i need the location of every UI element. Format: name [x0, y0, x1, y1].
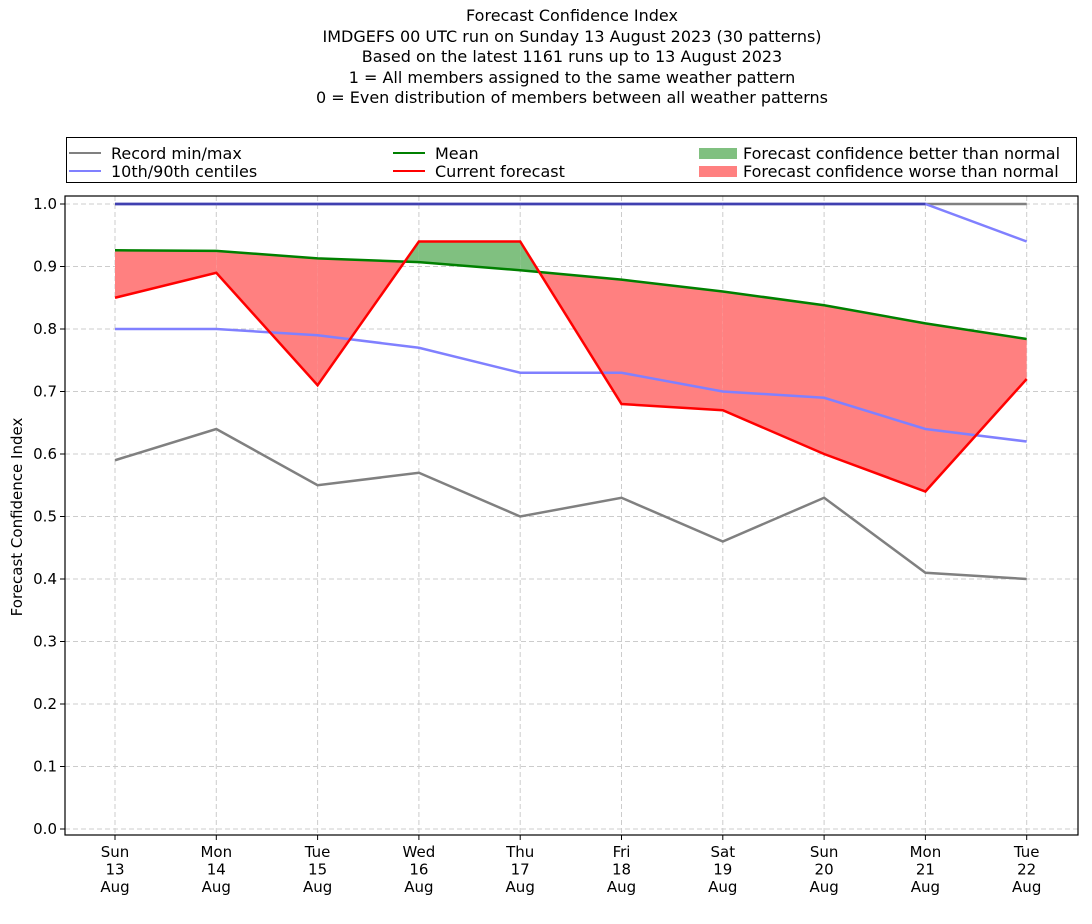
legend-label: Forecast confidence worse than normal [743, 161, 1059, 181]
x-tick-label: Mon 14 Aug [200, 843, 232, 896]
x-tick-label: Wed 16 Aug [403, 843, 436, 896]
fill-worse-than-normal [925, 323, 1027, 492]
legend-swatch-better [699, 147, 737, 159]
y-axis-ticks: 0.0 0.1 0.2 0.3 0.4 0.5 0.6 0.7 0.8 0.9 1.0 [33, 195, 65, 838]
y-tick-label: 0.2 [33, 695, 57, 713]
y-tick-label: 0.8 [33, 320, 57, 338]
y-tick-label: 0.3 [33, 633, 57, 651]
fill-worse-than-normal [824, 305, 926, 492]
chart-subtitle-1: IMDGEFS 00 UTC run on Sunday 13 August 2… [322, 26, 822, 46]
series-line-mean [114, 249, 1027, 341]
chart-subtitle-2: Based on the latest 1161 runs up to 13 A… [361, 47, 783, 67]
y-tick-label: 0.7 [33, 383, 57, 401]
x-tick-label: Mon 21 Aug [910, 843, 942, 896]
y-tick-label: 0.4 [33, 570, 57, 588]
legend-item-current: Current forecast [393, 161, 565, 181]
y-tick-label: 0.1 [33, 758, 57, 776]
y-tick-label: 0.6 [33, 445, 57, 463]
series-line-record-min [114, 427, 1027, 581]
x-tick-label: Tue 22 Aug [1012, 843, 1041, 896]
legend-swatch-worse [699, 165, 737, 177]
x-tick-label: Thu 17 Aug [505, 843, 535, 896]
x-tick-label: Fri 18 Aug [607, 843, 636, 896]
series-line-90th-centile [115, 202, 1028, 243]
legend-item-mean: Mean [393, 143, 479, 163]
legend-item-better: Forecast confidence better than normal [699, 143, 1061, 163]
legend-swatch-current [393, 170, 425, 172]
x-tick-label: Sat 19 Aug [708, 843, 737, 896]
y-tick-label: 0.9 [33, 258, 57, 276]
fill-worse-than-normal [115, 250, 217, 298]
y-tick-label: 0.0 [33, 820, 57, 838]
x-tick-label: Sun 20 Aug [809, 843, 838, 896]
chart-legend: Record min/max 10th/90th centiles Mean C… [66, 137, 1077, 183]
fill-worse-than-normal [216, 250, 318, 386]
series-lines [114, 202, 1028, 581]
plot-frame [64, 195, 1079, 836]
y-tick-label: 1.0 [33, 195, 57, 213]
chart-subtitle-3: 1 = All members assigned to the same wea… [348, 67, 796, 87]
y-axis-label: Forecast Confidence Index [8, 418, 26, 617]
legend-label: Current forecast [435, 161, 565, 181]
legend-label: Mean [435, 143, 479, 163]
series-line-10th-centile [115, 327, 1027, 443]
legend-item-record-minmax: Record min/max [69, 143, 242, 163]
fill-worse-than-normal [621, 279, 723, 411]
series-line-current-forecast [114, 240, 1028, 493]
x-tick-label: Sun 13 Aug [100, 843, 129, 896]
legend-label: 10th/90th centiles [111, 161, 258, 181]
legend-swatch-centiles [69, 170, 101, 172]
chart-subtitle-4: 0 = Even distribution of members between… [315, 88, 829, 108]
legend-label: Record min/max [111, 143, 242, 163]
x-tick-label: Tue 15 Aug [303, 843, 332, 896]
legend-item-worse: Forecast confidence worse than normal [699, 161, 1059, 181]
y-tick-label: 0.5 [33, 508, 57, 526]
x-axis-ticks: Sun 13 Aug Mon 14 Aug Tue 15 Aug Wed 16 Aug Thu 17 Aug… [100, 835, 1041, 896]
legend-swatch-record [69, 152, 101, 154]
legend-swatch-mean [393, 152, 425, 154]
chart-title: Forecast Confidence Index [466, 6, 678, 25]
chart-title-block: Forecast Confidence Index IMDGEFS 00 UTC… [0, 6, 1092, 109]
legend-label: Forecast confidence better than normal [743, 143, 1061, 163]
legend-item-centiles: 10th/90th centiles [69, 161, 258, 181]
fill-worse-than-normal [722, 291, 825, 454]
